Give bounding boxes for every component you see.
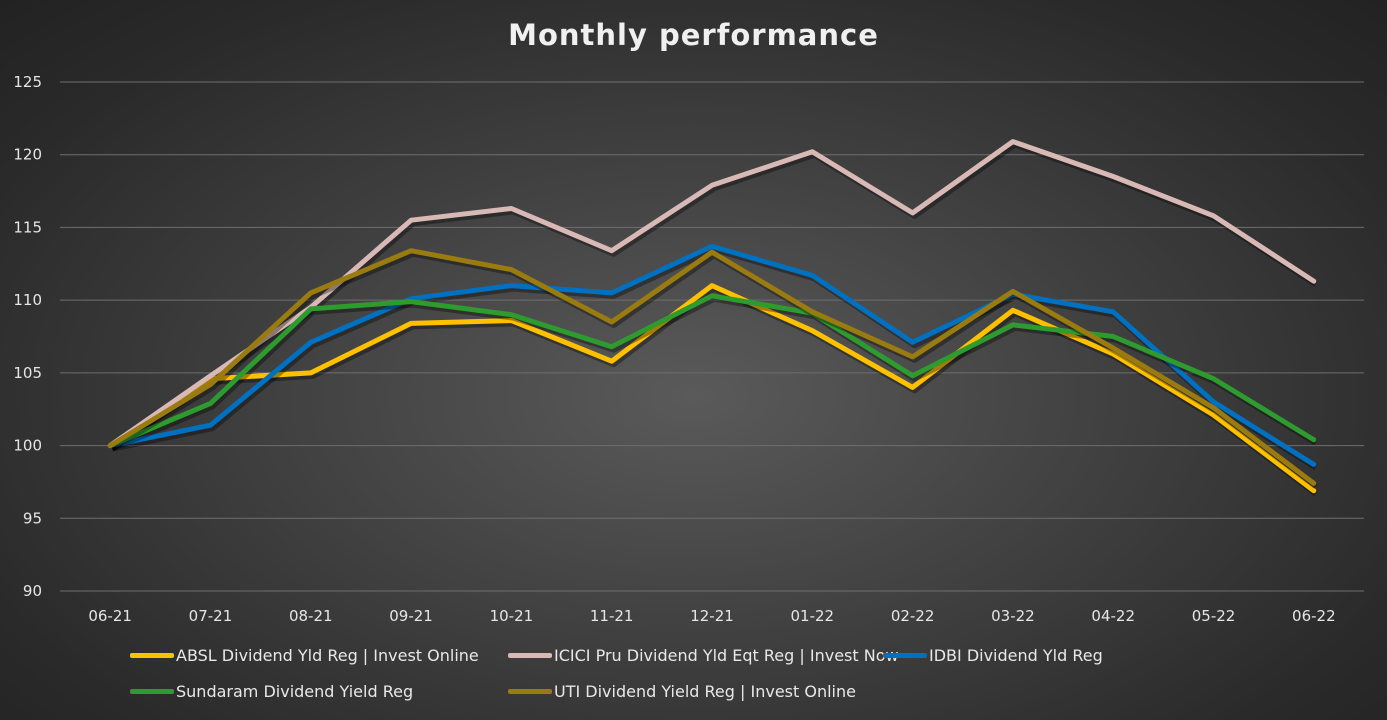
legend-label: ICICI Pru Dividend Yld Eqt Reg | Invest … xyxy=(554,646,899,665)
x-tick-label: 03-22 xyxy=(991,607,1035,625)
legend-item: UTI Dividend Yield Reg | Invest Online xyxy=(508,682,856,701)
legend-swatch xyxy=(508,689,552,694)
y-tick-label: 90 xyxy=(23,582,42,600)
legend-swatch xyxy=(130,689,174,694)
series-line-3 xyxy=(107,293,1317,449)
x-tick-label: 02-22 xyxy=(891,607,935,625)
y-tick-label: 120 xyxy=(13,146,42,164)
series-line-4 xyxy=(107,248,1317,486)
y-tick-label: 115 xyxy=(13,218,42,236)
plot-area: 90 95 100 105 110 115 120 125 06-21 07-21 08-21 09… xyxy=(13,73,1364,625)
legend-item: ICICI Pru Dividend Yld Eqt Reg | Invest … xyxy=(508,646,899,665)
x-tick-label: 10-21 xyxy=(490,607,534,625)
x-tick-label: 04-22 xyxy=(1091,607,1135,625)
legend-swatch xyxy=(883,653,927,658)
x-axis-ticks: 06-21 07-21 08-21 09-21 10-21 11-21 12-21 01-22… xyxy=(88,607,1335,625)
x-tick-label: 06-21 xyxy=(88,607,132,625)
y-tick-label: 105 xyxy=(13,364,42,382)
chart-title: Monthly performance xyxy=(508,18,879,52)
legend-label: UTI Dividend Yield Reg | Invest Online xyxy=(554,682,856,701)
legend-item: Sundaram Dividend Yield Reg xyxy=(130,682,413,701)
x-tick-label: 11-21 xyxy=(590,607,634,625)
series-lines xyxy=(107,139,1318,497)
y-tick-label: 125 xyxy=(13,73,42,91)
x-tick-label: 09-21 xyxy=(389,607,433,625)
series-line-2 xyxy=(107,243,1317,467)
legend-item: IDBI Dividend Yld Reg xyxy=(883,646,1103,665)
legend-swatch xyxy=(508,653,552,658)
legend-label: IDBI Dividend Yld Reg xyxy=(929,646,1103,665)
y-tick-label: 100 xyxy=(13,437,42,455)
x-tick-label: 08-21 xyxy=(289,607,333,625)
series-line-0 xyxy=(107,283,1317,494)
legend-label: Sundaram Dividend Yield Reg xyxy=(176,682,414,701)
x-tick-label: 05-22 xyxy=(1192,607,1236,625)
x-tick-label: 01-22 xyxy=(791,607,835,625)
x-tick-label: 07-21 xyxy=(189,607,233,625)
y-tick-label: 110 xyxy=(13,291,42,309)
legend-label: ABSL Dividend Yld Reg | Invest Online xyxy=(176,646,479,665)
y-tick-label: 95 xyxy=(23,509,42,527)
legend-swatch xyxy=(130,653,174,658)
x-tick-label: 06-22 xyxy=(1292,607,1336,625)
legend-item: ABSL Dividend Yld Reg | Invest Online xyxy=(130,646,479,665)
x-tick-label: 12-21 xyxy=(690,607,734,625)
gridlines xyxy=(60,81,1364,592)
y-axis-ticks: 90 95 100 105 110 115 120 125 xyxy=(13,73,42,600)
